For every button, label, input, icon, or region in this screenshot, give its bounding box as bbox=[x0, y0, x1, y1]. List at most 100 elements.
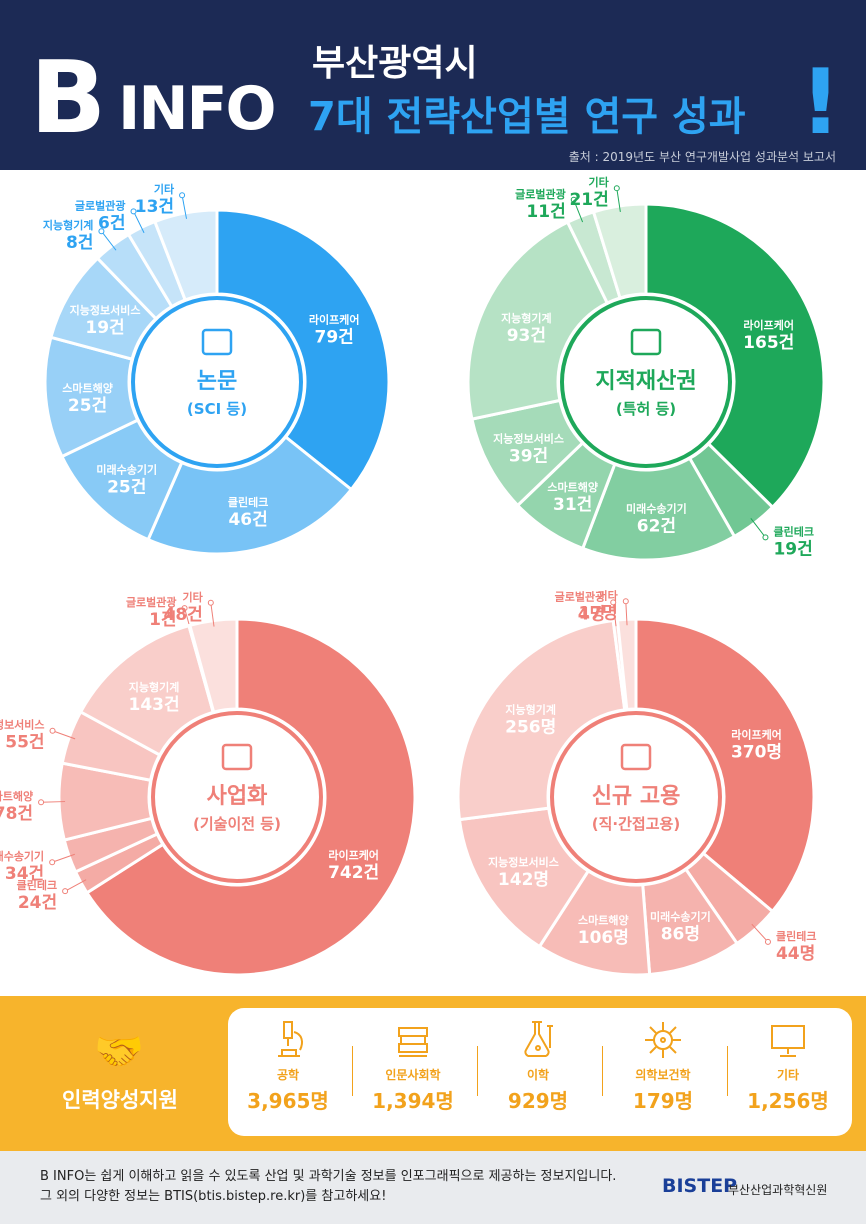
chart-title: 논문 bbox=[197, 369, 237, 394]
slice-label: 글로벌관광 bbox=[75, 198, 126, 212]
slice-value: 78건 bbox=[0, 804, 33, 824]
slice-label: 스마트해양 bbox=[62, 381, 113, 395]
leader-dot bbox=[49, 727, 56, 734]
chart-subtitle: (특허 등) bbox=[616, 400, 676, 418]
header: B INFO 부산광역시 7대 전략산업별 연구 성과 ! 출처 : 2019년… bbox=[0, 0, 866, 170]
center-circle bbox=[151, 711, 323, 883]
leader-dot bbox=[622, 598, 629, 605]
slice-label: 지능형기계 bbox=[129, 680, 180, 694]
donut-slice-8 bbox=[152, 208, 219, 302]
slice-value: 39건 bbox=[509, 446, 548, 466]
slice-value: 13건 bbox=[135, 197, 174, 217]
slice-value: 46건 bbox=[228, 510, 267, 530]
bistep-logo: BISTEP bbox=[662, 1175, 738, 1197]
donut-slice-2 bbox=[146, 434, 354, 556]
leader-line bbox=[616, 188, 621, 212]
slice-label: 기타 bbox=[598, 588, 619, 602]
slice-value: 55건 bbox=[5, 733, 44, 753]
donut-slice-1 bbox=[84, 617, 417, 977]
slice-label: 클린테크 bbox=[228, 495, 268, 509]
slice-label: 라이프케어 bbox=[328, 848, 379, 862]
slice-value: 48건 bbox=[163, 605, 202, 625]
slice-label: 기타 bbox=[154, 182, 175, 196]
exclamation-mark: ! bbox=[800, 50, 842, 155]
slice-label: 스마트해양 bbox=[0, 789, 33, 803]
leader-dot bbox=[570, 196, 577, 203]
slice-label: 글로벌관광 bbox=[555, 589, 606, 603]
donut-slice-8 bbox=[591, 202, 648, 300]
slice-value: 17명 bbox=[578, 603, 617, 623]
slice-label: 기타 bbox=[183, 590, 204, 604]
slice-value: 8건 bbox=[66, 233, 93, 253]
slice-value: 86명 bbox=[661, 924, 700, 944]
education-name: 이학 bbox=[526, 1068, 550, 1082]
slice-label: 글로벌관광 bbox=[126, 595, 177, 609]
center-circle bbox=[550, 711, 722, 883]
slice-label: 클린테크 bbox=[17, 878, 57, 892]
chart-title: 지적재산권 bbox=[595, 369, 696, 394]
slice-value: 4명 bbox=[578, 604, 605, 624]
education-item-other: 기타 1,256명 bbox=[728, 1018, 848, 1128]
leader-line bbox=[210, 602, 215, 627]
slice-label: 라이프케어 bbox=[731, 728, 782, 742]
chart-employment: 라이프케어 370명 클린테크 44명 미래수송기기 86명 스마트해양 106명 지능정보서비… bbox=[456, 582, 826, 992]
leader-dot bbox=[130, 208, 137, 215]
handshake-icon: 🤝 bbox=[94, 1029, 144, 1075]
donut-slice-6 bbox=[466, 220, 610, 421]
slice-label: 지능형기계 bbox=[43, 218, 94, 232]
source-note: 출처 : 2019년도 부산 연구개발사업 성과분석 보고서 bbox=[568, 150, 836, 164]
slice-value: 370명 bbox=[731, 743, 782, 763]
footer-text: B INFO는 쉽게 이해하고 읽을 수 있도록 산업 및 과학기술 정보를 인… bbox=[40, 1167, 616, 1207]
leader-dot bbox=[613, 185, 620, 192]
chart-papers: 라이프케어 79건 클린테크 46건 미래수송기기 25건 스마트해양 25건 지능정보서비스 1… bbox=[43, 182, 391, 562]
leader-line bbox=[573, 199, 584, 223]
org-name: 부산산업과학혁신원 bbox=[728, 1183, 828, 1197]
chart-subtitle: (SCI 등) bbox=[187, 400, 247, 418]
leader-line bbox=[750, 518, 766, 538]
leader-line bbox=[625, 601, 628, 626]
leader-dot bbox=[62, 888, 69, 895]
leader-dot bbox=[49, 859, 56, 866]
category-icon bbox=[201, 328, 233, 356]
slice-label: 지능정보서비스 bbox=[0, 718, 45, 732]
slice-label: 지능정보서비스 bbox=[488, 855, 559, 869]
slice-value: 256명 bbox=[505, 718, 556, 738]
category-icon bbox=[221, 743, 253, 771]
category-icon bbox=[620, 743, 652, 771]
slice-value: 31건 bbox=[553, 495, 592, 515]
divider bbox=[727, 1046, 728, 1096]
slice-label: 미래수송기기 bbox=[96, 463, 157, 477]
education-band: 🤝 인력양성지원 공학 3,965명 인문사회학 1,394명 이학 929명 bbox=[0, 996, 866, 1151]
slice-value: 143건 bbox=[129, 695, 180, 715]
virus-icon bbox=[645, 1022, 681, 1058]
slice-value: 106명 bbox=[578, 928, 629, 948]
slice-label: 클린테크 bbox=[773, 524, 813, 538]
slice-label: 글로벌관광 bbox=[515, 187, 566, 201]
leader-line bbox=[612, 602, 617, 627]
leader-line bbox=[52, 730, 76, 740]
education-item-science: 이학 929명 bbox=[478, 1018, 598, 1128]
donut-slice-1 bbox=[644, 202, 826, 510]
microscope-icon bbox=[278, 1021, 303, 1057]
center-circle bbox=[131, 296, 303, 468]
slice-label: 미래수송기기 bbox=[626, 502, 687, 516]
page-title: 7대 전략산업별 연구 성과 bbox=[308, 94, 746, 140]
donut-slice-3 bbox=[580, 456, 737, 562]
donut-slice-1 bbox=[634, 617, 816, 914]
donut-slice-8 bbox=[188, 617, 239, 714]
slice-label: 지능형기계 bbox=[501, 311, 552, 325]
slice-label: 기타 bbox=[589, 175, 610, 189]
education-value: 3,965명 bbox=[247, 1089, 329, 1113]
slice-value: 142명 bbox=[498, 870, 549, 890]
slice-label: 지능형기계 bbox=[505, 703, 556, 717]
chart-subtitle: (직·간접고용) bbox=[592, 815, 680, 833]
education-item-humanities: 인문사회학 1,394명 bbox=[353, 1018, 473, 1128]
leader-line bbox=[52, 853, 75, 863]
education-item-engineering: 공학 3,965명 bbox=[228, 1018, 348, 1128]
center-circle bbox=[560, 296, 732, 468]
leader-line bbox=[181, 195, 187, 219]
education-title: 인력양성지원 bbox=[62, 1088, 178, 1112]
flask-icon bbox=[524, 1021, 553, 1058]
slice-value: 79건 bbox=[315, 328, 354, 348]
